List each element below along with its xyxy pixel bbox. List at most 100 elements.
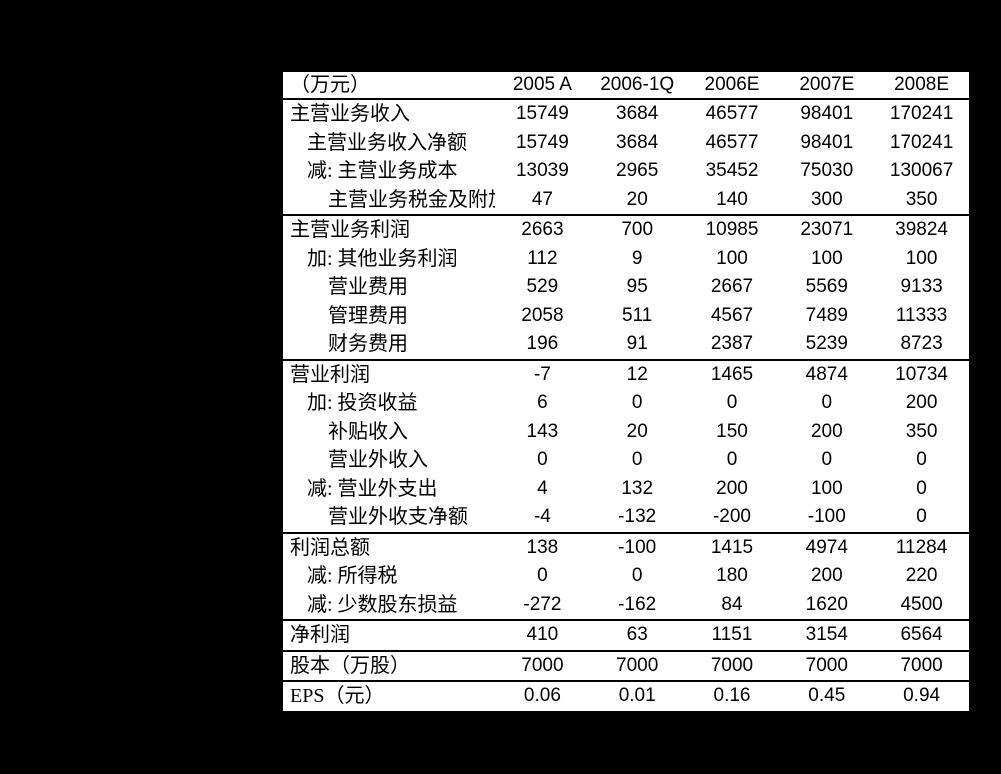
cell-value: 5239 [805,333,848,355]
cell-value: 130067 [889,160,954,182]
cell-value: 84 [721,593,743,615]
cell-value: 140 [716,188,748,210]
cell-value: 180 [716,565,748,587]
cell-value: 2663 [521,219,564,241]
row-label: 主营业务收入净额 [307,131,467,154]
row-label: 营业外收支净额 [328,506,468,529]
table-section-revenue: 主营业务收入 15749 3684 46577 98401 170241 主营业务收入净额 1… [283,100,969,216]
cell-value: 300 [810,188,843,210]
table-row: 减: 营业外支出 4 132 200 100 0 [283,475,969,504]
cell-value: 35452 [705,160,759,182]
cell-value: 0 [726,449,738,471]
cell-value: 47 [531,188,553,210]
cell-value: 1415 [710,536,754,558]
table-row: 减: 主营业务成本 13039 2965 35452 75030 130067 [283,157,969,186]
cell-value: 0 [537,565,548,587]
cell-value: 10734 [895,363,948,385]
cell-value: 220 [905,565,938,587]
row-label: 股本（万股） [290,654,410,677]
cell-value: 112 [527,247,558,269]
cell-value: 2667 [710,276,754,298]
cell-value: 1465 [710,363,754,385]
cell-value: 200 [810,420,843,442]
row-label: 减: 所得税 [307,565,398,588]
cell-value: 138 [526,536,559,558]
row-label: 营业费用 [328,276,408,299]
cell-value: 4 [537,477,548,499]
cell-value: 700 [621,219,654,241]
cell-value: 15749 [515,103,569,125]
row-label: 减: 营业外支出 [307,477,438,500]
cell-value: -100 [807,506,846,528]
cell-value: -162 [618,593,657,615]
cell-value: 150 [716,420,748,442]
row-label: 主营业务收入 [290,103,410,126]
column-header: 2006-1Q [600,74,675,95]
cell-value: 0.94 [903,685,941,707]
row-label: 减: 少数股东损益 [307,593,458,616]
cell-value: 100 [716,247,748,269]
cell-value: 350 [905,188,938,210]
cell-value: 4500 [900,593,943,615]
cell-value: 196 [526,333,559,355]
table-row: 加: 其他业务利润 112 9 100 100 100 [283,245,969,274]
cell-value: 4874 [805,363,848,385]
cell-value: 2387 [710,333,754,355]
cell-value: 13039 [515,160,569,182]
cell-value: 75030 [800,160,854,182]
cell-value: 3154 [805,624,848,646]
cell-value: 8723 [900,333,943,355]
income-statement-table: （万元） 2005 A 2006-1Q 2006E 2007E 2008E 主营业务收入… [283,69,969,714]
cell-value: 0 [916,506,927,528]
cell-value: -132 [618,506,657,528]
cell-value: 529 [526,276,559,298]
row-label: 利润总额 [290,536,370,559]
cell-value: 5569 [805,276,848,298]
cell-value: 98401 [800,131,854,153]
cell-value: 0.01 [618,685,656,707]
cell-value: -272 [523,593,562,615]
cell-value: 200 [716,477,748,499]
table-row: 利润总额 138 -100 1415 4974 11284 [283,534,969,563]
row-label: 主营业务利润 [290,219,410,242]
cell-value: 3684 [616,131,659,153]
cell-value: -4 [533,506,551,528]
table-row: 净利润 410 63 1151 3154 6564 [283,621,969,650]
cell-value: 15749 [515,131,569,153]
table-section-main-operating-profit: 主营业务利润 2663 700 10985 23071 39824 加: 其他业务利润 112… [283,216,969,361]
cell-value: 0 [821,449,833,471]
cell-value: 100 [810,247,843,269]
table-row: 股本（万股） 7000 7000 7000 7000 7000 [283,652,969,681]
table-section-total-profit: 利润总额 138 -100 1415 4974 11284 减: 所得税 0 0 180 200 22… [283,534,969,621]
cell-value: 91 [626,333,648,355]
cell-value: 100 [905,247,938,269]
cell-value: 63 [626,624,648,646]
table-row: 减: 少数股东损益 -272 -162 84 1620 4500 [283,591,969,620]
row-label: EPS（元） [290,685,385,708]
cell-value: 0.45 [808,685,846,707]
cell-value: 39824 [895,219,948,241]
table-row: 营业外收入 0 0 0 0 0 [283,446,969,475]
row-label: 加: 投资收益 [307,392,418,415]
row-label: 营业利润 [290,363,370,386]
row-label: 加: 其他业务利润 [307,247,458,270]
cell-value: 10985 [705,219,759,241]
column-header: 2007E [799,74,855,95]
cell-value: 7000 [616,654,659,676]
cell-value: 98401 [800,103,854,125]
table-row: 管理费用 2058 511 4567 7489 11333 [283,302,969,331]
cell-value: 4567 [710,304,754,326]
cell-value: 95 [626,276,648,298]
cell-value: 511 [622,304,653,326]
cell-value: 0 [916,449,927,471]
cell-value: 23071 [800,219,854,241]
cell-value: 100 [810,477,843,499]
row-label: 减: 主营业务成本 [307,160,458,183]
cell-value: 20 [626,420,648,442]
table-row: 加: 投资收益 6 0 0 0 200 [283,389,969,418]
table-section-operating-profit: 营业利润 -7 12 1465 4874 10734 加: 投资收益 6 0 0 0 200 补贴收入 1… [283,361,969,534]
column-header: 2005 A [512,74,572,95]
cell-value: 7000 [805,654,848,676]
table-row: 营业费用 529 95 2667 5569 9133 [283,273,969,302]
